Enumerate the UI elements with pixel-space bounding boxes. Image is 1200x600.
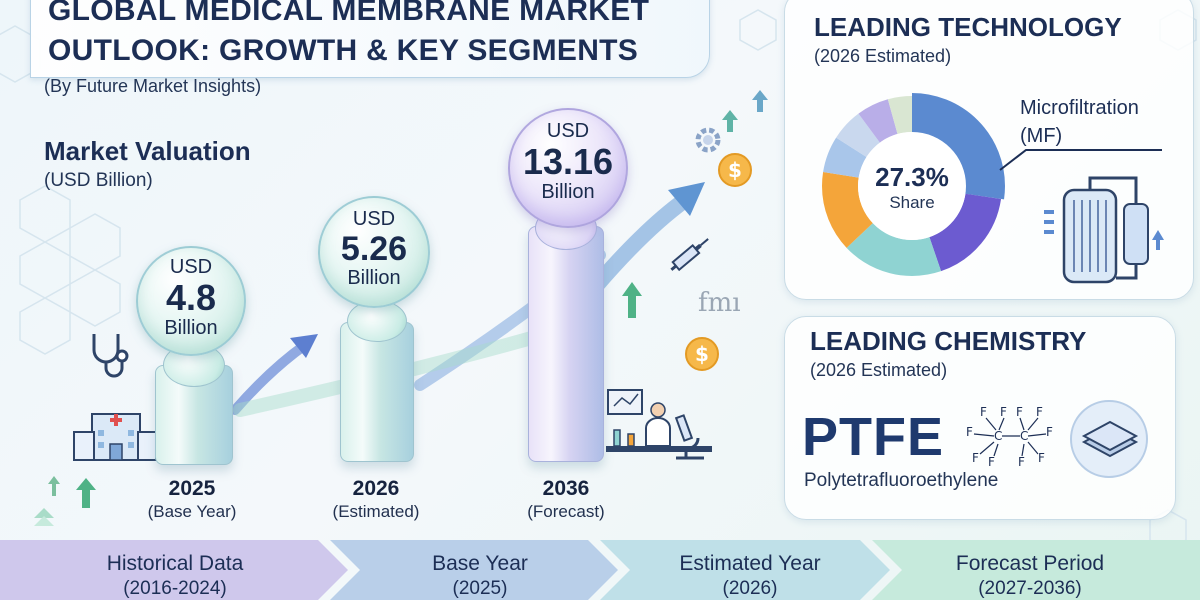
timeline-historical: Historical Data (2016-2024): [30, 540, 320, 600]
up-arrow-icon: [622, 282, 642, 318]
timeline-label: Historical Data: [106, 552, 244, 575]
market-valuation-unit: (USD Billion): [44, 170, 153, 191]
svg-text:F: F: [988, 455, 995, 469]
source-note: (By Future Market Insights): [44, 76, 262, 96]
page-title-line1: GLOBAL MEDICAL MEMBRANE MARKET: [48, 0, 650, 27]
svg-text:C: C: [1020, 429, 1028, 443]
year-2026: 2026: [352, 477, 400, 500]
svg-text:F: F: [1046, 425, 1053, 439]
column-2026: [340, 322, 414, 462]
up-arrow-icon: [752, 90, 768, 112]
svg-text:$: $: [728, 158, 742, 182]
dash-marks: [1044, 210, 1054, 234]
svg-text:F: F: [1038, 451, 1045, 465]
fmi-watermark: fmı: [698, 288, 741, 318]
donut-segment-other: [822, 96, 1002, 276]
donut-center: 27.3% Share: [852, 162, 972, 213]
timeline-range: (2025): [452, 578, 508, 599]
timeline-bar: Historical Data (2016-2024) Base Year (2…: [0, 540, 1200, 600]
unit-label: Billion: [347, 267, 401, 289]
value-bubble-2036: USD 13.16 Billion: [508, 108, 628, 228]
leading-chemistry-sub: (2026 Estimated): [810, 360, 948, 380]
up-arrow-icon: [722, 110, 738, 132]
svg-text:F: F: [1016, 405, 1023, 419]
svg-text:F: F: [1000, 405, 1007, 419]
scientist-icon: [606, 389, 712, 452]
svg-text:C: C: [994, 429, 1002, 443]
value-bubble-2025: USD 4.8 Billion: [136, 246, 246, 356]
currency-label: USD: [546, 120, 590, 142]
up-arrow-icon: [48, 476, 96, 508]
year-2025-label: (Base Year): [147, 502, 237, 521]
currency-label: USD: [169, 256, 213, 278]
leading-technology-heading: LEADING TECHNOLOGY: [814, 12, 1122, 42]
value-2026: 5.26: [340, 230, 408, 268]
donut-segment-other: [822, 96, 1002, 276]
timeline-estimated-year: Estimated Year (2026): [615, 540, 885, 600]
timeline-range: (2027-2036): [978, 578, 1082, 599]
value-2025: 4.8: [165, 277, 217, 318]
segment-abbr: (MF): [1020, 125, 1063, 147]
timeline-range: (2016-2024): [123, 578, 227, 599]
value-bubble-2026: USD 5.26 Billion: [318, 196, 430, 308]
dollar-coin-icon: $: [718, 153, 752, 187]
microscope-icon: [674, 414, 704, 460]
timeline-label: Estimated Year: [679, 552, 821, 575]
share-value: 27.3%: [875, 162, 949, 192]
segment-name: Microfiltration: [1020, 97, 1139, 119]
market-valuation-heading: Market Valuation: [44, 136, 251, 166]
timeline-range: (2026): [722, 578, 778, 599]
svg-text:F: F: [966, 425, 973, 439]
chevron-up-icon: [34, 508, 54, 526]
value-2036: 13.16: [522, 141, 614, 182]
page-title-line2: OUTLOOK: GROWTH & KEY SEGMENTS: [48, 34, 639, 67]
timeline-base-year: Base Year (2025): [345, 540, 615, 600]
dollar-coin-icon: $: [685, 337, 719, 371]
year-2026-label: (Estimated): [332, 502, 420, 521]
membrane-layers-icon: [1070, 400, 1148, 478]
currency-label: USD: [352, 208, 396, 230]
gear-icon: [695, 127, 721, 153]
ptfe-full-name: Polytetrafluoroethylene: [804, 470, 999, 491]
hospital-icon: [73, 413, 157, 461]
donut-segment-other: [822, 96, 1002, 276]
timeline-label: Base Year: [432, 552, 528, 575]
donut-hole: [858, 132, 966, 240]
svg-text:$: $: [695, 342, 709, 366]
unit-label: Billion: [541, 181, 595, 203]
year-2036-label: (Forecast): [527, 502, 605, 521]
unit-label: Billion: [164, 317, 218, 339]
year-2036: 2036: [542, 477, 590, 500]
filter-unit-icon: [1062, 176, 1164, 284]
svg-text:F: F: [972, 451, 979, 465]
column-2036: [528, 226, 604, 462]
year-2025: 2025: [168, 477, 216, 500]
leading-technology-sub: (2026 Estimated): [814, 46, 952, 66]
ptfe-abbreviation: PTFE: [802, 407, 945, 467]
stethoscope-icon: [92, 334, 129, 378]
timeline-forecast: Forecast Period (2027-2036): [890, 540, 1170, 600]
syringe-icon: [670, 238, 709, 272]
segment-label: Microfiltration (MF): [1020, 94, 1139, 150]
leading-chemistry-heading: LEADING CHEMISTRY: [810, 326, 1087, 356]
technology-donut-chart: [819, 93, 1005, 279]
leader-line: [999, 149, 1162, 171]
title-banner: [30, 0, 710, 78]
share-label: Share: [889, 193, 935, 212]
timeline-label: Forecast Period: [955, 552, 1105, 575]
svg-text:F: F: [1018, 455, 1025, 469]
svg-text:F: F: [1036, 405, 1043, 419]
timeline-chevrons: [0, 540, 1200, 600]
svg-text:F: F: [980, 405, 987, 419]
